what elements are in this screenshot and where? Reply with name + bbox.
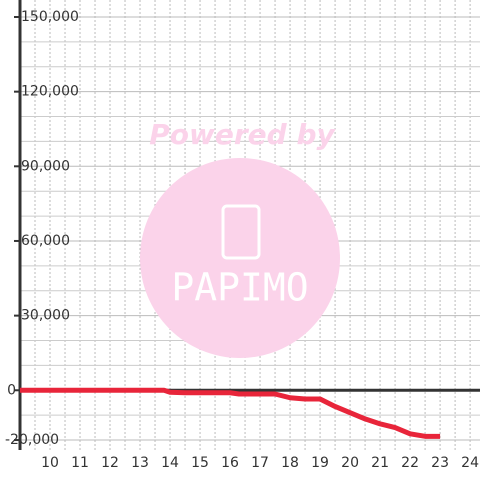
y-tick-label: -20,000	[5, 432, 59, 448]
x-tick-label: 12	[101, 455, 119, 471]
x-tick-label: 10	[41, 455, 59, 471]
watermark-phone	[221, 204, 261, 260]
x-tick-label: 16	[221, 455, 239, 471]
x-tick-label: 11	[71, 455, 89, 471]
x-tick-label: 21	[371, 455, 389, 471]
y-tick-label: 90,000	[21, 158, 70, 174]
x-tick-label: 15	[191, 455, 209, 471]
watermark: Powered by PAPIMO	[140, 118, 340, 358]
watermark-text: Powered by	[149, 118, 336, 151]
y-tick-label: 0	[7, 382, 16, 398]
y-tick-label: 120,000	[21, 84, 79, 100]
watermark-logo: PAPIMO	[171, 266, 308, 310]
x-tick-label: 20	[341, 455, 359, 471]
y-tick-label: 60,000	[21, 233, 70, 249]
line	[20, 387, 441, 439]
x-tick-label: 18	[281, 455, 299, 471]
x-tick-label: 22	[401, 455, 419, 471]
x-tick-label: 19	[311, 455, 329, 471]
x-tick-label: 14	[161, 455, 179, 471]
x-tick-label: 17	[251, 455, 269, 471]
y-tick-label: 150,000	[21, 9, 79, 25]
y-tick-label: 30,000	[21, 308, 70, 324]
x-tick-label: 13	[131, 455, 149, 471]
x-tick-label: 24	[461, 455, 479, 471]
x-tick-label: 23	[431, 455, 449, 471]
